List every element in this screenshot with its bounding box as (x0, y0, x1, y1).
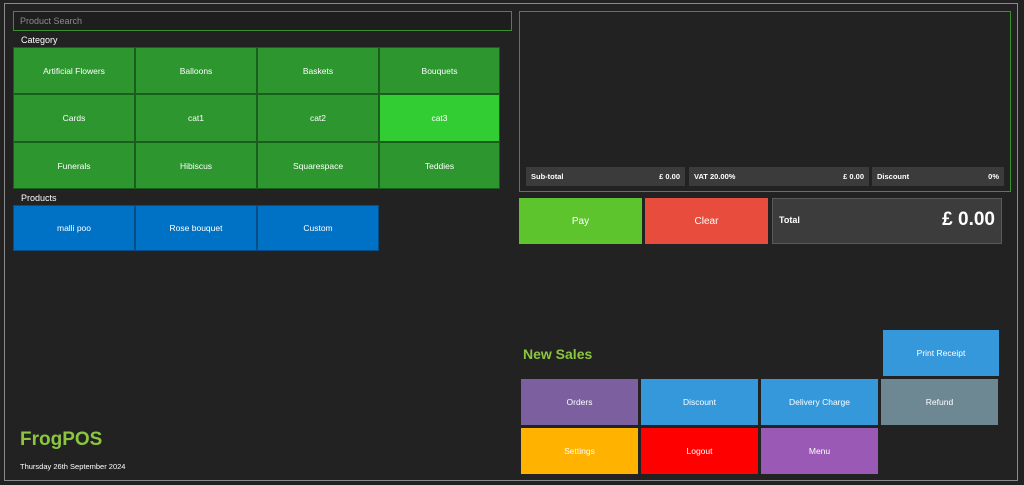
total-value: £ 0.00 (942, 209, 995, 230)
discount-button[interactable]: Discount (641, 379, 758, 425)
category-cat3[interactable]: cat3 (379, 94, 500, 142)
total-label: Total (779, 215, 800, 225)
settings-button[interactable]: Settings (521, 428, 638, 474)
discount-box: Discount 0% (872, 167, 1004, 186)
subtotal-box: Sub-total £ 0.00 (526, 167, 685, 186)
brand-logo-text: FrogPOS (20, 429, 103, 450)
category-baskets[interactable]: Baskets (257, 47, 379, 94)
category-squarespace[interactable]: Squarespace (257, 142, 379, 189)
logout-button[interactable]: Logout (641, 428, 758, 474)
category-teddies[interactable]: Teddies (379, 142, 500, 189)
refund-button[interactable]: Refund (881, 379, 998, 425)
orders-button[interactable]: Orders (521, 379, 638, 425)
delivery-charge-button[interactable]: Delivery Charge (761, 379, 878, 425)
category-heading: Category (21, 35, 58, 45)
discount-label: Discount (877, 172, 910, 181)
category-funerals[interactable]: Funerals (13, 142, 135, 189)
category-hibiscus[interactable]: Hibiscus (135, 142, 257, 189)
product-malli-poo[interactable]: malli poo (13, 205, 135, 251)
vat-box: VAT 20.00% £ 0.00 (689, 167, 869, 186)
menu-button[interactable]: Menu (761, 428, 878, 474)
product-custom[interactable]: Custom (257, 205, 379, 251)
subtotal-value: £ 0.00 (659, 172, 680, 181)
clear-button[interactable]: Clear (645, 198, 768, 244)
vat-value: £ 0.00 (843, 172, 864, 181)
discount-value: 0% (988, 172, 999, 181)
category-cat2[interactable]: cat2 (257, 94, 379, 142)
app-frame (4, 3, 1018, 481)
new-sales-title: New Sales (523, 346, 593, 362)
current-date: Thursday 26th September 2024 (20, 462, 126, 471)
vat-label: VAT 20.00% (694, 172, 736, 181)
category-cards[interactable]: Cards (13, 94, 135, 142)
product-rose-bouquet[interactable]: Rose bouquet (135, 205, 257, 251)
category-bouquets[interactable]: Bouquets (379, 47, 500, 94)
total-box: Total £ 0.00 (772, 198, 1002, 244)
products-heading: Products (21, 193, 57, 203)
product-search-input[interactable] (13, 11, 512, 31)
category-artificial-flowers[interactable]: Artificial Flowers (13, 47, 135, 94)
cart-panel (519, 11, 1011, 192)
subtotal-label: Sub-total (531, 172, 564, 181)
pay-button[interactable]: Pay (519, 198, 642, 244)
category-balloons[interactable]: Balloons (135, 47, 257, 94)
category-cat1[interactable]: cat1 (135, 94, 257, 142)
print-receipt-button[interactable]: Print Receipt (883, 330, 999, 376)
